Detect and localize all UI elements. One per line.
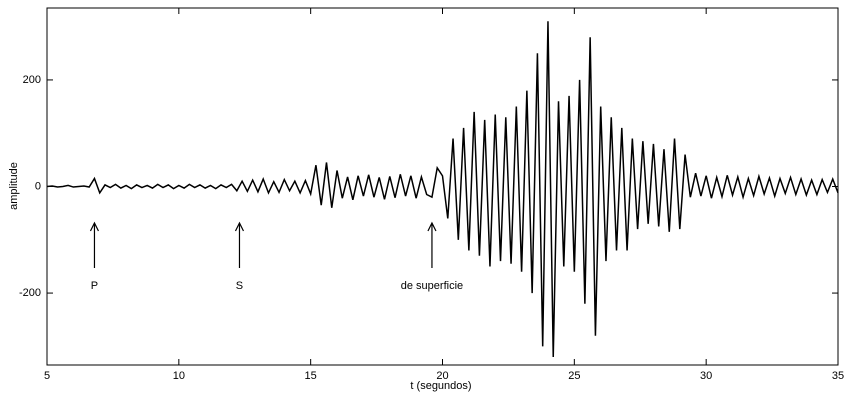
arrow-head xyxy=(427,221,437,232)
x-axis-label: t (segundos) xyxy=(410,380,471,392)
arrow-head xyxy=(234,221,245,232)
x-tick-label: 5 xyxy=(44,370,50,382)
x-tick-label: 35 xyxy=(832,370,844,382)
y-tick-label: -200 xyxy=(19,287,41,299)
x-tick-label: 30 xyxy=(700,370,712,382)
y-axis-label: amplitude xyxy=(8,162,20,210)
y-tick-label: 0 xyxy=(35,180,41,192)
x-tick-label: 20 xyxy=(436,370,448,382)
x-tick-label: 15 xyxy=(305,370,317,382)
annotation-label: de superficie xyxy=(401,280,463,292)
annotation-label: S xyxy=(236,280,243,292)
y-tick-label: 200 xyxy=(23,74,41,86)
annotation-label: P xyxy=(91,280,98,292)
arrow-head xyxy=(89,221,99,232)
signal-line xyxy=(46,21,839,358)
x-tick-label: 25 xyxy=(568,370,580,382)
x-tick-label: 10 xyxy=(173,370,185,382)
